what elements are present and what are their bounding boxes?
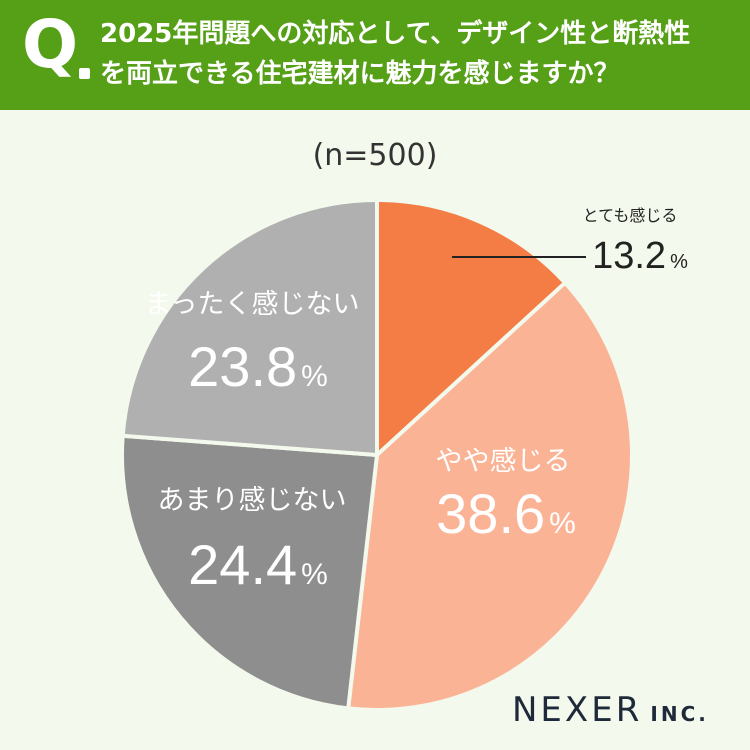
value-not-much: 24.4%	[188, 533, 328, 596]
value-somewhat: 38.6%	[436, 482, 576, 545]
label-not-at-all: まったく感じない	[145, 289, 360, 320]
slice-not-much	[120, 433, 380, 711]
pie-slices	[120, 197, 634, 712]
value-not-much-number: 24.4	[188, 533, 297, 596]
q-letter: Q	[22, 6, 79, 83]
question-line-2: を両立できる住宅建材に魅力を感じますか？	[100, 59, 620, 89]
logo-main: NEXER	[512, 690, 643, 730]
label-strong: とても感じる	[583, 206, 678, 225]
label-somewhat: やや感じる	[436, 446, 571, 477]
value-not-at-all: 23.8%	[188, 335, 328, 398]
question-text: 2025年問題への対応として、デザイン性と断熱性 を両立できる住宅建材に魅力を感…	[100, 14, 740, 94]
slice-not-at-all	[120, 197, 379, 458]
question-line-1: 2025年問題への対応として、デザイン性と断熱性	[100, 19, 691, 49]
question-header: Q 2025年問題への対応として、デザイン性と断熱性 を両立できる住宅建材に魅力…	[0, 0, 750, 110]
company-logo: NEXER INC.	[512, 690, 709, 730]
value-somewhat-number: 38.6	[436, 482, 545, 545]
slice-strong	[375, 197, 568, 460]
value-strong-unit: %	[670, 251, 688, 273]
logo-suffix: INC.	[650, 702, 709, 726]
value-not-much-unit: %	[301, 558, 328, 591]
value-strong: 13.2%	[592, 235, 688, 277]
sample-size: (n=500)	[312, 138, 438, 173]
label-not-much: あまり感じない	[158, 485, 347, 516]
value-not-at-all-unit: %	[301, 360, 328, 393]
q-dot	[79, 68, 90, 79]
value-not-at-all-number: 23.8	[188, 335, 297, 398]
pie-labels: とても感じる 13.2 % やや感じる 38.6 % あまり感じない 24.4 % まったく感じな…	[145, 206, 689, 596]
value-strong-number: 13.2	[592, 235, 666, 277]
value-somewhat-unit: %	[549, 507, 576, 540]
slice-somewhat	[346, 279, 634, 712]
